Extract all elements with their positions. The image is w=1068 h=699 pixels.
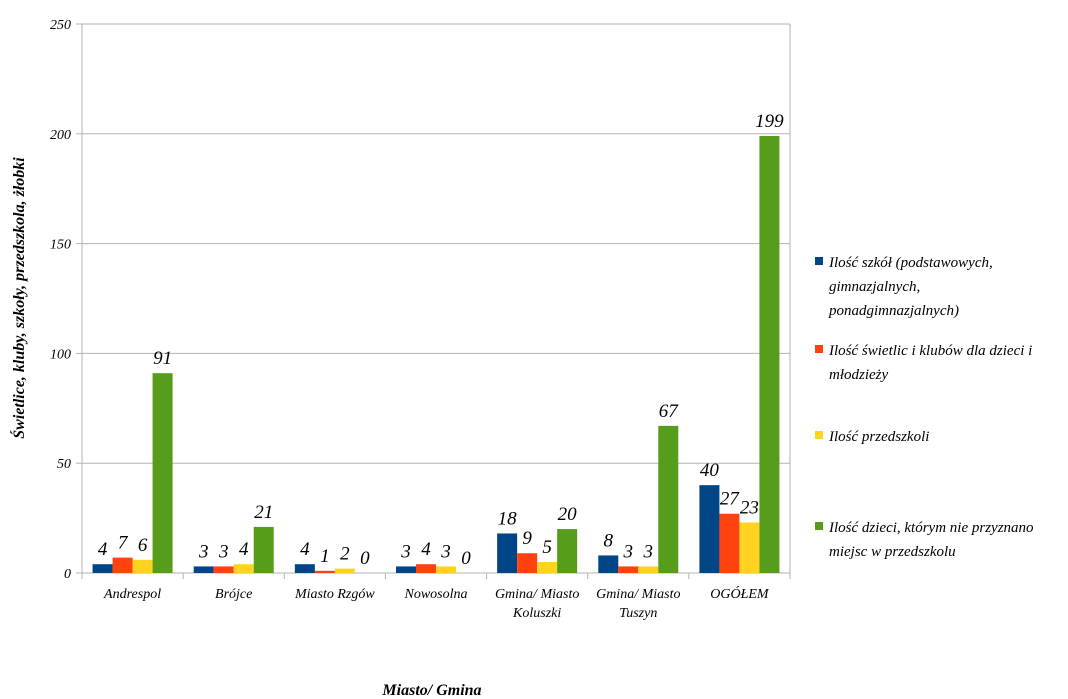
category-label: OGÓŁEM (710, 585, 770, 602)
data-label: 91 (153, 348, 172, 369)
category-label: Gmina/ Miasto Koluszki (495, 587, 579, 621)
bar (334, 568, 355, 573)
data-label: 8 (604, 530, 614, 551)
category-label: Nowosolna (403, 587, 467, 602)
bar (253, 526, 274, 573)
bar (152, 373, 173, 573)
data-label: 3 (198, 541, 209, 562)
bar (416, 564, 436, 573)
data-label: 40 (700, 460, 720, 481)
data-label: 0 (360, 548, 370, 569)
bar (132, 559, 153, 573)
data-label: 7 (118, 533, 129, 554)
data-label: 67 (659, 401, 680, 422)
data-label: 3 (623, 541, 634, 562)
data-label: 199 (755, 111, 784, 132)
y-tick-label: 100 (50, 347, 71, 362)
data-label: 4 (239, 539, 249, 560)
category-label: Gmina/ Miasto Tuszyn (596, 587, 680, 621)
bar (739, 522, 760, 573)
category-label: Brójce (215, 587, 252, 602)
x-axis-categories: Andrespol Brójce Miasto Rzgów Nowosolna Gmin… (81, 573, 791, 621)
legend-swatch (815, 257, 823, 265)
data-label: 3 (643, 541, 654, 562)
legend-entry: Ilość dzieci, którym nie przyznano miejsc… (828, 520, 1034, 560)
bar (517, 553, 538, 573)
y-tick-label: 150 (50, 238, 71, 253)
y-tick-label: 0 (64, 567, 71, 582)
bar (618, 566, 639, 573)
legend-swatch (815, 345, 823, 353)
bar (537, 562, 558, 573)
legend-entry: Ilość szkół (podstawowych, gimnazjalnych,… (828, 255, 993, 319)
data-label: 4 (300, 539, 310, 560)
bar (193, 566, 214, 573)
bar (92, 564, 113, 573)
data-label: 9 (522, 528, 532, 549)
category-label: Andrespol (103, 587, 161, 602)
data-label: 20 (558, 504, 578, 525)
bar (638, 566, 659, 573)
bar (658, 425, 679, 573)
bar (213, 566, 234, 573)
y-tick-label: 250 (50, 18, 71, 33)
data-label: 21 (254, 502, 273, 523)
data-label: 4 (98, 539, 108, 560)
bar (557, 529, 578, 573)
x-axis-title: Miasto/ Gmina (381, 682, 481, 699)
category-label: Miasto Rzgów (294, 587, 375, 602)
grid-lines (81, 23, 791, 574)
bar (314, 570, 335, 573)
y-axis-ticks: 0 50 100 150 200 250 (50, 18, 82, 582)
data-label: 6 (138, 535, 148, 556)
y-tick-label: 50 (57, 457, 71, 472)
data-label: 3 (218, 541, 229, 562)
legend: Ilość szkół (podstawowych, gimnazjalnych,… (815, 255, 1034, 560)
data-label: 3 (440, 541, 451, 562)
bar (719, 513, 740, 573)
data-label: 3 (400, 541, 411, 562)
data-label: 27 (720, 489, 741, 510)
bars (92, 135, 780, 573)
bar (294, 564, 315, 573)
data-label: 23 (740, 497, 759, 518)
bar (759, 135, 780, 573)
data-label: 1 (320, 546, 330, 567)
data-label: 4 (421, 539, 431, 560)
bar (436, 566, 456, 573)
bar (699, 485, 720, 573)
bar (497, 533, 518, 573)
y-tick-label: 200 (50, 128, 71, 143)
y-axis-title: Świetlice, kluby, szkoły, przedszkola, ż… (9, 157, 28, 439)
legend-swatch (815, 431, 823, 439)
bar (396, 566, 416, 573)
legend-entry: Ilość przedszkoli (828, 429, 929, 445)
legend-swatch (815, 522, 823, 530)
data-label: 18 (498, 508, 518, 529)
bar (233, 564, 254, 573)
data-label: 2 (340, 544, 350, 565)
legend-entry: Ilość świetlic i klubów dla dzieci i młod… (828, 343, 1032, 383)
data-label: 5 (542, 537, 552, 558)
bar (112, 557, 133, 573)
bar (598, 555, 619, 573)
data-label: 0 (461, 548, 471, 569)
